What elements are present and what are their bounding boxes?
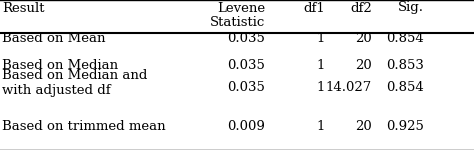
Text: 1: 1 bbox=[316, 59, 325, 72]
Text: 20: 20 bbox=[356, 59, 372, 72]
Text: 1: 1 bbox=[316, 120, 325, 132]
Text: 14.027: 14.027 bbox=[326, 81, 372, 94]
Text: Levene
Statistic: Levene Statistic bbox=[210, 2, 265, 29]
Text: df2: df2 bbox=[350, 2, 372, 15]
Text: 0.035: 0.035 bbox=[228, 59, 265, 72]
Text: 20: 20 bbox=[356, 33, 372, 45]
Text: Based on Median and
with adjusted df: Based on Median and with adjusted df bbox=[2, 69, 148, 97]
Text: 0.854: 0.854 bbox=[386, 33, 424, 45]
Text: Result: Result bbox=[2, 2, 45, 15]
Text: Based on trimmed mean: Based on trimmed mean bbox=[2, 120, 166, 132]
Text: 0.009: 0.009 bbox=[228, 120, 265, 132]
Text: 0.854: 0.854 bbox=[386, 81, 424, 94]
Text: 0.035: 0.035 bbox=[228, 81, 265, 94]
Text: Sig.: Sig. bbox=[398, 2, 424, 15]
Text: Based on Mean: Based on Mean bbox=[2, 33, 106, 45]
Text: Based on Median: Based on Median bbox=[2, 59, 118, 72]
Text: 20: 20 bbox=[356, 120, 372, 132]
Text: 0.925: 0.925 bbox=[386, 120, 424, 132]
Text: 1: 1 bbox=[316, 33, 325, 45]
Text: 1: 1 bbox=[316, 81, 325, 94]
Text: 0.035: 0.035 bbox=[228, 33, 265, 45]
Text: df1: df1 bbox=[303, 2, 325, 15]
Text: 0.853: 0.853 bbox=[386, 59, 424, 72]
